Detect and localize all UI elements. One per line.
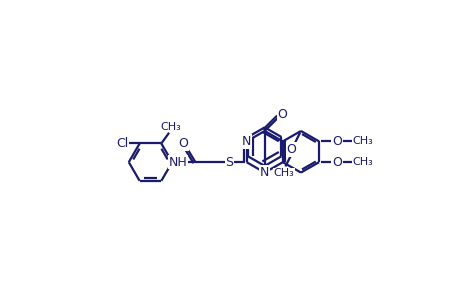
Text: NH: NH xyxy=(169,156,187,169)
Text: N: N xyxy=(241,135,251,148)
Text: N: N xyxy=(259,166,269,179)
Text: O: O xyxy=(332,156,342,169)
Text: CH₃: CH₃ xyxy=(273,168,293,178)
Text: CH₃: CH₃ xyxy=(352,157,373,167)
Text: CH₃: CH₃ xyxy=(352,136,373,146)
Text: O: O xyxy=(286,143,296,156)
Text: S: S xyxy=(225,156,233,169)
Text: O: O xyxy=(332,135,342,148)
Text: O: O xyxy=(178,137,187,150)
Text: Cl: Cl xyxy=(116,137,128,150)
Text: CH₃: CH₃ xyxy=(160,122,181,132)
Text: O: O xyxy=(277,108,287,121)
